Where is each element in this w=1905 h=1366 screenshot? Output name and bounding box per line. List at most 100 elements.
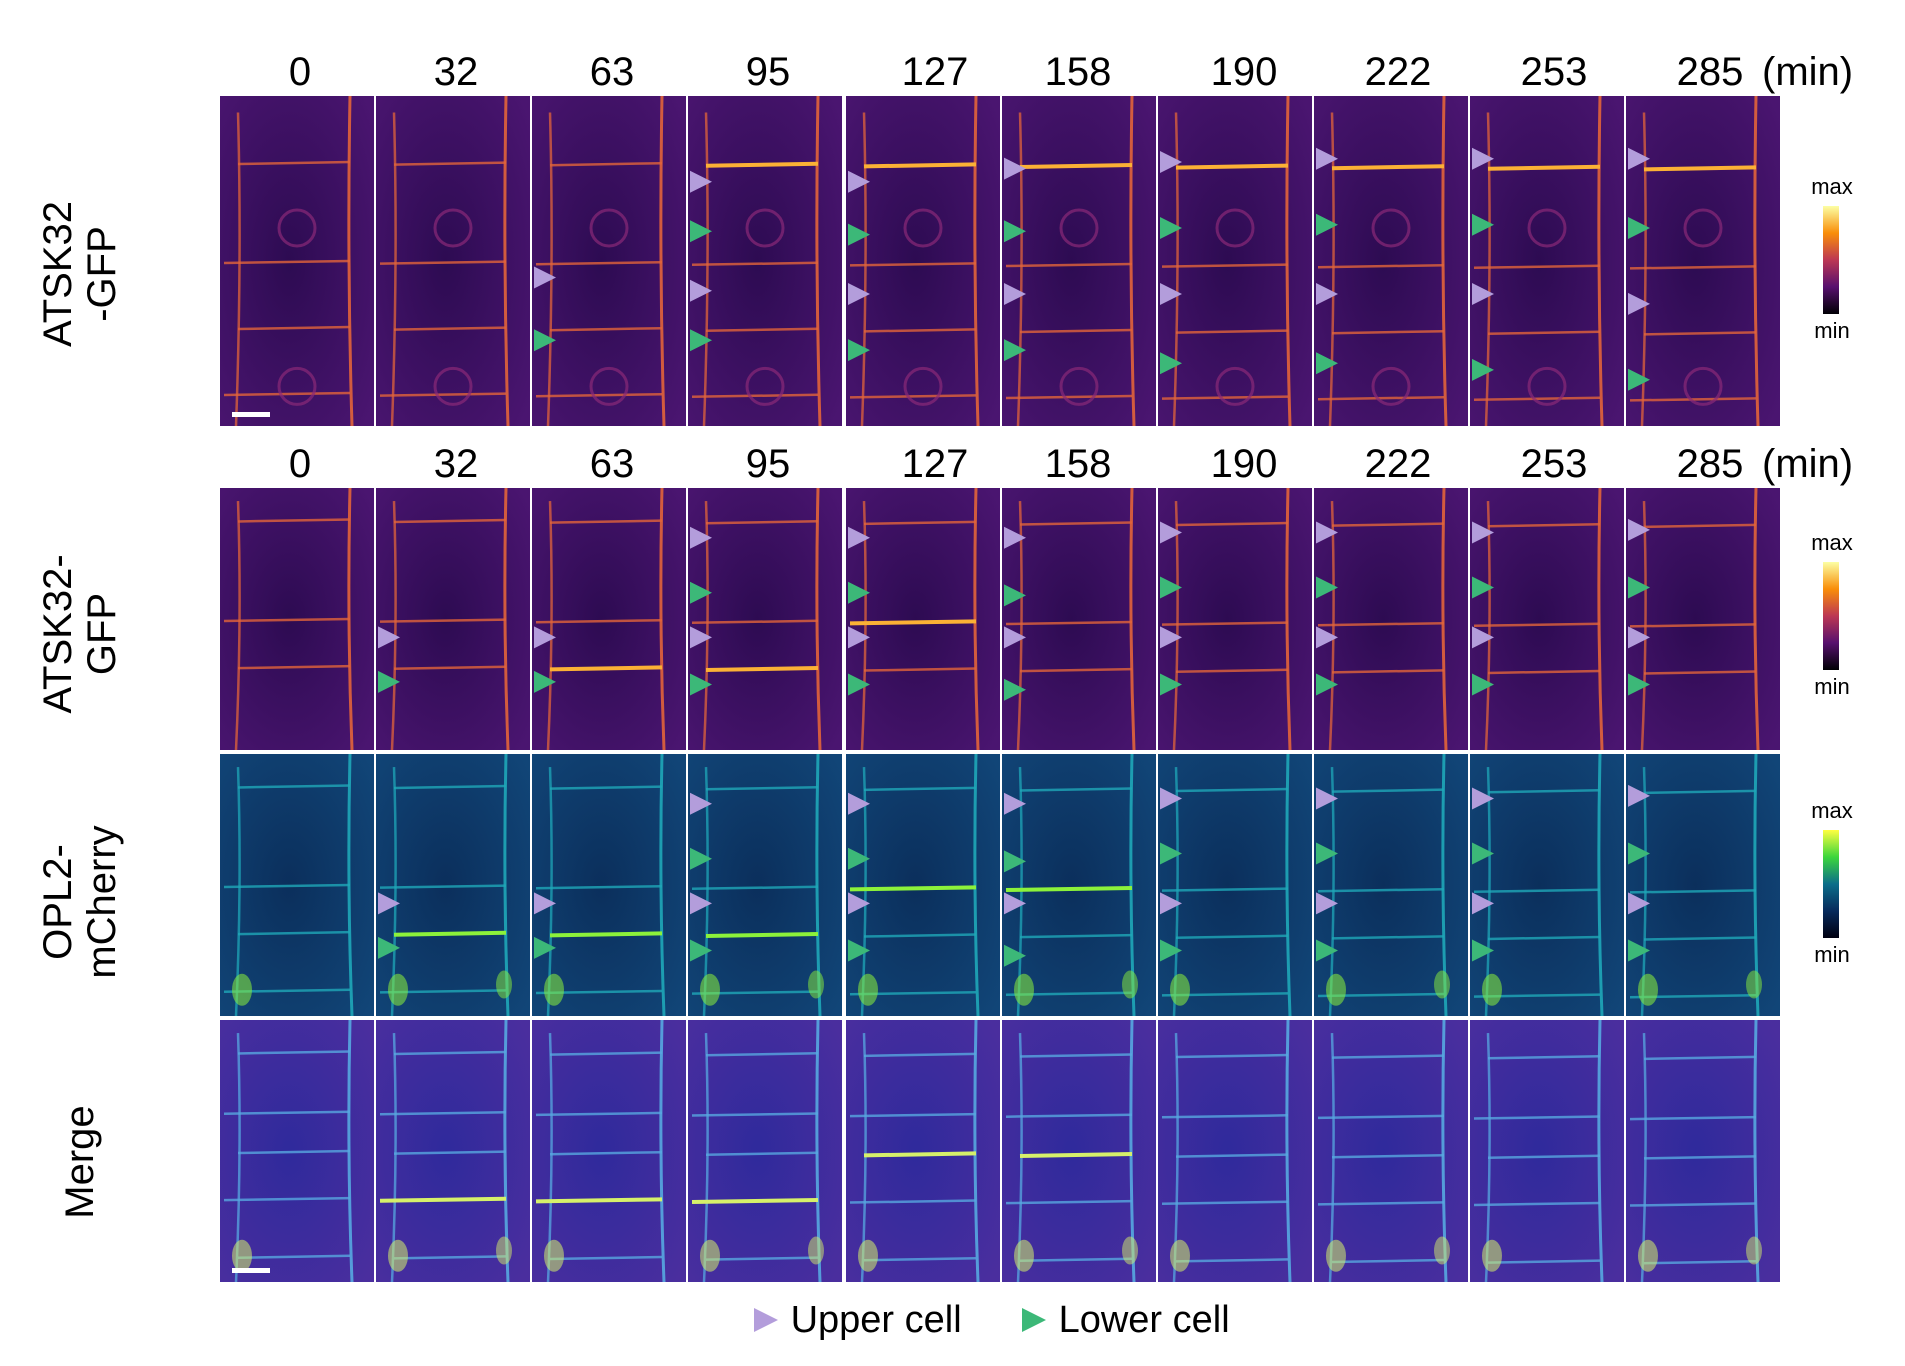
image-panel <box>220 1020 374 1282</box>
upper-cell-arrow-icon <box>690 892 712 915</box>
lower-cell-arrow-icon <box>690 939 712 962</box>
image-panel <box>220 488 374 750</box>
upper-cell-arrow-icon <box>1628 626 1650 649</box>
lower-cell-arrow-icon <box>1004 944 1026 967</box>
upper-cell-arrow-icon <box>1316 147 1338 170</box>
scale-bar <box>232 1268 270 1273</box>
upper-cell-arrow-icon <box>690 626 712 649</box>
image-panel <box>1626 1020 1780 1282</box>
upper-cell-arrow-icon <box>690 792 712 815</box>
scale-bar <box>232 412 270 417</box>
image-panel <box>688 1020 842 1282</box>
image-panel <box>1002 96 1156 426</box>
image-row-opl2-mcherry <box>220 754 1780 1016</box>
time-label: 190 <box>1210 50 1278 94</box>
upper-cell-arrow-icon <box>848 283 870 305</box>
legend-upper-cell: Upper cell <box>752 1298 962 1342</box>
time-label: 95 <box>745 442 791 486</box>
lower-cell-arrow-icon <box>848 939 870 962</box>
colorbar-max-label: max <box>1811 174 1853 199</box>
row-label-line: mCherry <box>80 825 124 979</box>
upper-cell-arrow-icon <box>1004 626 1026 649</box>
upper-cell-arrow-icon <box>1160 787 1182 810</box>
lower-cell-arrow-icon <box>690 220 712 243</box>
image-panel <box>376 1020 530 1282</box>
lower-cell-arrow-icon <box>848 223 870 246</box>
upper-cell-arrow-icon <box>1004 157 1026 180</box>
lower-cell-arrow-icon <box>1628 939 1650 962</box>
upper-cell-arrow-icon <box>1628 784 1650 807</box>
lower-cell-arrow-icon <box>1004 339 1026 362</box>
upper-cell-arrow-icon <box>534 626 556 649</box>
lower-cell-arrow-icon <box>690 847 712 870</box>
row-label-merge: Merge <box>58 1032 102 1292</box>
upper-cell-arrow-icon <box>534 266 556 289</box>
row-label-opl2-mcherry: OPL2- mCherry <box>36 772 124 1032</box>
upper-cell-arrow-icon <box>1628 147 1650 170</box>
upper-cell-arrow-icon <box>690 526 712 549</box>
row-label-atsk32-gfp-1: ATSK32 -GFP <box>36 144 124 404</box>
upper-cell-arrow-icon <box>1316 787 1338 810</box>
lower-cell-arrow-icon <box>1160 939 1182 962</box>
time-label: 127 <box>901 50 969 94</box>
image-panel <box>846 488 1000 750</box>
image-panel <box>1314 1020 1468 1282</box>
image-panel <box>220 754 374 1016</box>
upper-cell-arrow-icon <box>1004 892 1026 915</box>
upper-cell-arrow-icon <box>1160 626 1182 649</box>
upper-cell-arrow-icon <box>1472 626 1494 649</box>
time-unit: (min) <box>1762 50 1854 94</box>
row-label-line: Merge <box>58 1105 102 1219</box>
lower-cell-arrow-icon <box>1628 673 1650 696</box>
upper-cell-arrow-icon <box>1628 292 1650 315</box>
image-panel <box>688 488 842 750</box>
upper-cell-arrow-icon <box>1160 892 1182 915</box>
colorbar-min-label: min <box>1814 674 1850 699</box>
lower-cell-arrow-icon <box>1316 213 1338 236</box>
upper-cell-arrow-icon <box>1316 283 1338 305</box>
upper-cell-arrow-icon <box>690 170 712 193</box>
image-panel <box>1626 754 1780 1016</box>
image-panel <box>1314 754 1468 1016</box>
time-label: 0 <box>288 442 312 486</box>
lower-cell-arrow-icon <box>1160 217 1182 239</box>
image-panel <box>1470 488 1624 750</box>
time-label: 63 <box>589 50 635 94</box>
time-label: 95 <box>745 50 791 94</box>
image-panel <box>1158 1020 1312 1282</box>
time-label: 127 <box>901 442 969 486</box>
time-unit: (min) <box>1762 442 1854 486</box>
colorbar-min-label: min <box>1814 318 1850 343</box>
row-label-line: ATSK32 <box>36 201 80 347</box>
time-label: 253 <box>1520 442 1588 486</box>
upper-cell-arrow-icon <box>1628 518 1650 541</box>
time-label: 222 <box>1364 442 1432 486</box>
lower-cell-arrow-icon <box>1022 1308 1046 1332</box>
lower-cell-arrow-icon <box>378 670 400 693</box>
image-panel <box>1002 1020 1156 1282</box>
lower-cell-arrow-icon <box>690 329 712 352</box>
row-label-line: -GFP <box>80 226 124 322</box>
upper-cell-arrow-icon <box>1472 147 1494 170</box>
image-row-merge <box>220 1020 1780 1282</box>
colorbar-gradient <box>1823 206 1839 314</box>
upper-cell-arrow-icon <box>848 892 870 915</box>
time-label: 158 <box>1044 50 1112 94</box>
lower-cell-arrow-icon <box>1472 673 1494 696</box>
lower-cell-arrow-icon <box>1316 673 1338 696</box>
colorbar-2: max min <box>1802 530 1862 700</box>
upper-cell-arrow-icon <box>378 626 400 649</box>
lower-cell-arrow-icon <box>848 673 870 696</box>
lower-cell-arrow-icon <box>1472 576 1494 599</box>
lower-cell-arrow-icon <box>1004 850 1026 873</box>
colorbar-gradient <box>1823 562 1839 670</box>
time-label: 63 <box>589 442 635 486</box>
colorbar-max-label: max <box>1811 530 1853 555</box>
upper-cell-arrow-icon <box>848 626 870 649</box>
image-row-atsk32-gfp-top <box>220 96 1780 426</box>
image-panel <box>1626 96 1780 426</box>
lower-cell-arrow-icon <box>1316 939 1338 962</box>
image-panel <box>1002 754 1156 1016</box>
lower-cell-arrow-icon <box>1160 842 1182 865</box>
image-panel <box>376 96 530 426</box>
